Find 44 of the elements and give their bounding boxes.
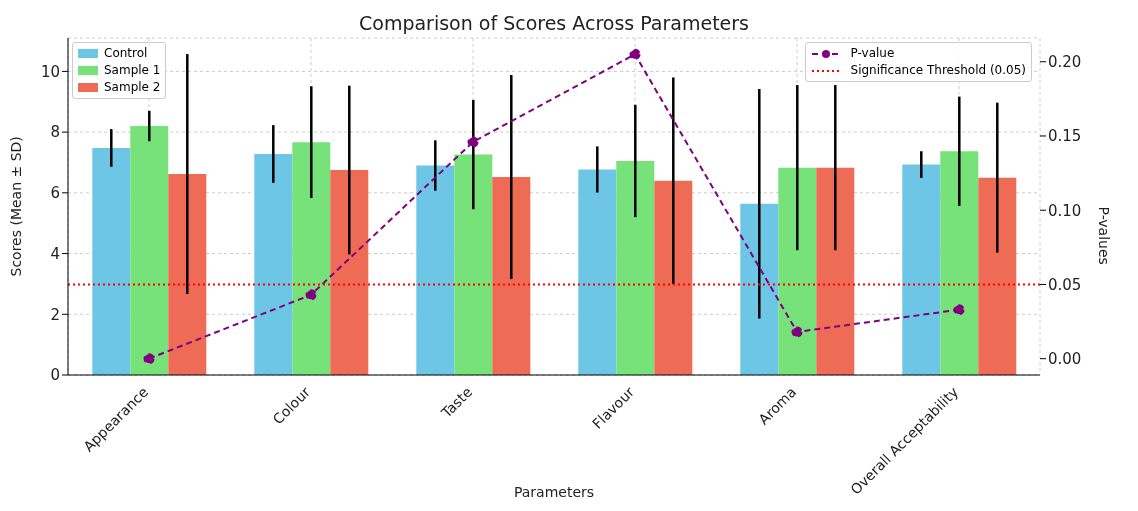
y-tick-label: 6 — [50, 184, 60, 203]
bar — [654, 180, 693, 375]
bar — [778, 167, 817, 375]
y-axis-title: Scores (Mean ± SD) — [7, 136, 24, 277]
bar — [940, 151, 979, 375]
y2-tick-label: 0.00 — [1048, 349, 1082, 368]
bar — [168, 174, 207, 375]
y-tick-label: 8 — [50, 123, 60, 142]
bar — [254, 153, 293, 375]
y2-tick-label: 0.20 — [1048, 53, 1082, 72]
y-tick-label: 4 — [50, 244, 60, 263]
legend-label: Significance Threshold (0.05) — [849, 62, 1026, 79]
point — [953, 304, 965, 316]
point — [467, 136, 479, 148]
point — [791, 326, 803, 338]
y2-tick-label: 0.05 — [1048, 275, 1082, 294]
bar — [454, 154, 493, 375]
bar — [902, 164, 941, 375]
y-tick-label: 10 — [40, 62, 60, 81]
x-axis-title: Parameters — [513, 484, 595, 500]
chart-title: Comparison of Scores Across Parameters — [358, 12, 750, 34]
bar — [330, 170, 369, 375]
bar — [816, 167, 855, 375]
bar — [130, 126, 169, 375]
bar — [416, 165, 455, 375]
y2-axis-title: P-values — [1096, 206, 1113, 265]
y-tick-label: 0 — [50, 366, 60, 385]
bar — [978, 177, 1017, 375]
legend-label: Control — [103, 45, 149, 62]
y2-tick-label: 0.10 — [1048, 201, 1082, 220]
bar — [616, 160, 655, 375]
y-tick-label: 2 — [50, 305, 60, 324]
legend-label: Sample 1 — [103, 62, 161, 79]
legend-label: Sample 2 — [103, 79, 161, 96]
legend-label: P-value — [849, 45, 896, 62]
bar — [578, 169, 617, 375]
bar — [740, 203, 779, 375]
point — [305, 289, 317, 301]
bar — [92, 147, 131, 375]
bar — [292, 142, 331, 375]
point — [143, 353, 155, 365]
point — [629, 48, 641, 60]
bar — [492, 177, 531, 375]
y2-tick-label: 0.15 — [1048, 127, 1082, 146]
